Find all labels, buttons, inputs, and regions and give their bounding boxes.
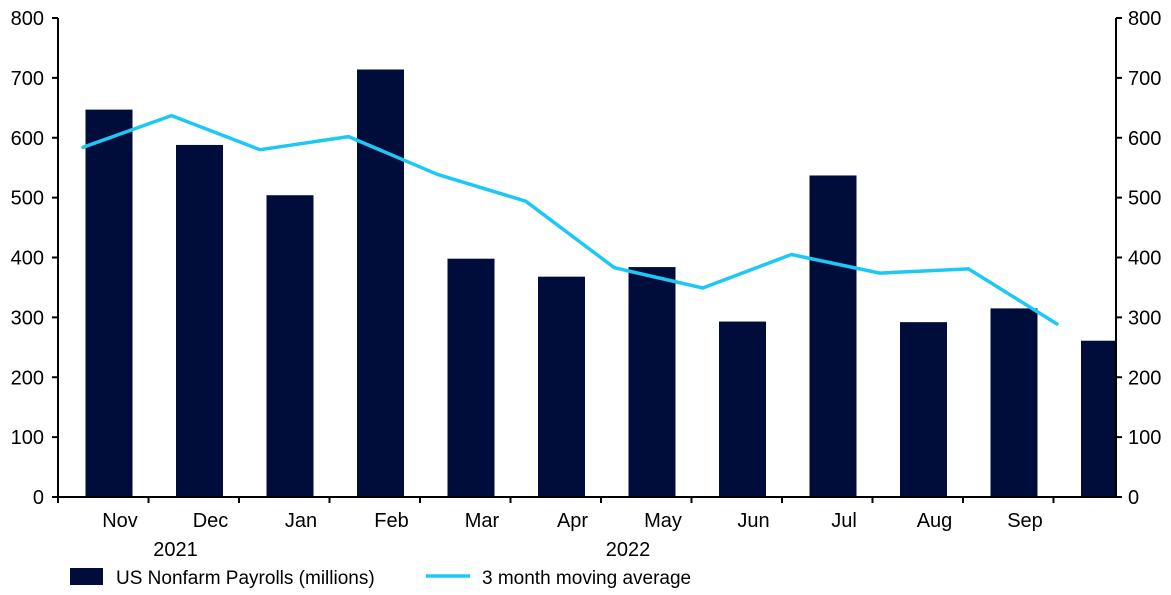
y-tick-label-right: 800: [1128, 8, 1161, 30]
x-tick-label: Sep: [1007, 510, 1043, 532]
x-tick-label: Apr: [557, 510, 588, 532]
y-tick-label-left: 800: [11, 8, 44, 30]
moving-average-series: [81, 113, 1059, 326]
bar: [719, 321, 766, 497]
y-tick-label-right: 200: [1128, 367, 1161, 389]
bar: [900, 322, 947, 497]
y-tick-label-right: 300: [1128, 307, 1161, 329]
bar: [85, 109, 133, 497]
y-tick-label-left: 200: [11, 367, 44, 389]
bar-series: [85, 69, 1116, 498]
x-tick-label: May: [644, 510, 682, 532]
y-tick-label-left: 100: [11, 427, 44, 449]
legend: US Nonfarm Payrolls (millions) 3 month mo…: [70, 568, 691, 589]
bar: [176, 144, 223, 497]
bar: [628, 267, 676, 497]
bar: [538, 276, 585, 497]
y-tick-label-right: 500: [1128, 188, 1161, 210]
year-label: 2022: [606, 539, 651, 561]
y-tick-label-right: 100: [1128, 427, 1161, 449]
y-tick-label-left: 0: [33, 487, 44, 509]
legend-swatch-bars: [70, 568, 103, 585]
bar: [990, 308, 1038, 497]
bar: [357, 69, 404, 498]
moving-average-line: [81, 113, 1059, 326]
x-tick-label: Jan: [285, 510, 317, 532]
y-tick-label-left: 700: [11, 68, 44, 90]
x-tick-label: Mar: [465, 510, 500, 532]
bar: [266, 195, 314, 498]
y-tick-label-left: 600: [11, 128, 44, 150]
y-tick-label-right: 700: [1128, 68, 1161, 90]
y-tick-label-right: 600: [1128, 128, 1161, 150]
y-tick-label-left: 300: [11, 307, 44, 329]
bar: [809, 175, 857, 497]
y-tick-label-right: 0: [1128, 487, 1139, 509]
x-tick-label: Jul: [831, 510, 857, 532]
x-tick-label: Dec: [193, 510, 229, 532]
y-tick-label-left: 400: [11, 248, 44, 270]
y-tick-label-left: 500: [11, 188, 44, 210]
x-tick-label: Jun: [737, 510, 769, 532]
legend-label-line: 3 month moving average: [482, 568, 691, 589]
bar: [1081, 340, 1116, 497]
x-tick-label: Nov: [102, 510, 138, 532]
legend-label-bars: US Nonfarm Payrolls (millions): [116, 568, 375, 589]
axes: 0 100 200 300 400 500 600 700 800 0 100 200 300 400 50…: [11, 8, 1162, 561]
x-tick-label: Feb: [374, 510, 408, 532]
y-tick-label-right: 400: [1128, 248, 1161, 270]
bar: [447, 258, 495, 497]
x-tick-label: Aug: [917, 510, 953, 532]
year-label: 2021: [153, 539, 198, 561]
